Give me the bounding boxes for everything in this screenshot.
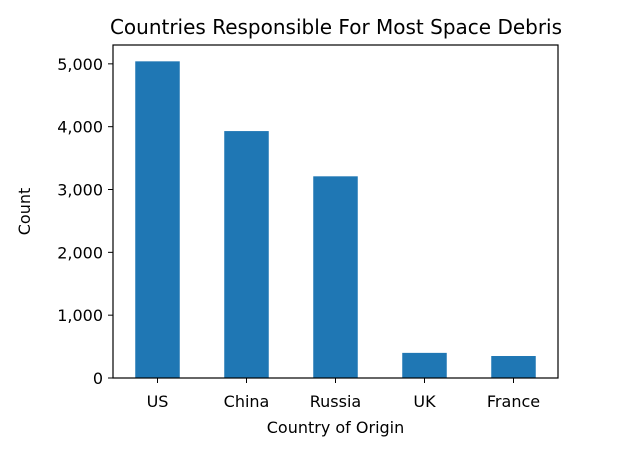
bar-france: [491, 356, 536, 378]
y-tick-label: 1,000: [57, 306, 103, 325]
x-tick-label: US: [147, 392, 169, 411]
y-axis-label: Count: [15, 188, 34, 236]
plot-area-frame: [112, 44, 559, 379]
y-tick-label: 2,000: [57, 243, 103, 262]
bar-us: [135, 61, 180, 379]
y-tick-label: 5,000: [57, 55, 103, 74]
x-axis-ticks: US China Russia UK France: [147, 378, 540, 411]
y-axis-ticks: 0 1,000 2,000 3,000 4,000 5,000: [57, 55, 113, 388]
y-tick-label: 4,000: [57, 118, 103, 137]
x-tick-label: UK: [413, 392, 436, 411]
bar-china: [224, 131, 269, 378]
chart-title: Countries Responsible For Most Space Deb…: [110, 15, 562, 39]
x-tick-label: Russia: [310, 392, 361, 411]
bar-uk: [402, 352, 447, 378]
y-tick-label: 0: [93, 369, 103, 388]
x-axis-label: Country of Origin: [267, 418, 405, 437]
y-tick-label: 3,000: [57, 181, 103, 200]
bars-group: [135, 61, 536, 379]
bar-russia: [313, 176, 358, 378]
x-tick-label: France: [487, 392, 540, 411]
x-tick-label: China: [224, 392, 270, 411]
